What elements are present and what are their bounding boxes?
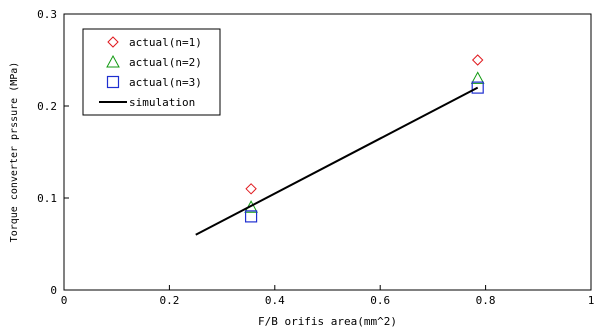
series-3 — [244, 81, 484, 223]
legend-item: actual(n=2) — [106, 54, 202, 69]
legend-label: simulation — [129, 96, 195, 109]
y-tick-label: 0.3 — [37, 8, 57, 21]
data-point-triangle — [470, 71, 485, 84]
data-point-diamond — [245, 183, 257, 195]
y-tick-label: 0.2 — [37, 100, 57, 113]
x-tick-label: 0.4 — [265, 294, 285, 307]
legend-marker-triangle — [106, 54, 120, 68]
plot-border — [63, 13, 592, 291]
x-axis-label: F/B orifis area(mm^2) — [258, 315, 397, 328]
legend-marker-square — [106, 75, 120, 89]
legend-box — [82, 28, 221, 116]
data-point-square — [471, 81, 484, 94]
x-tick-label: 0.2 — [159, 294, 179, 307]
y-tick-label: 0 — [50, 284, 57, 297]
legend-marker-diamond — [107, 36, 119, 48]
y-axis-label: Torque converter prssure (MPa) — [9, 62, 20, 243]
series-4 — [195, 86, 479, 236]
series-1 — [245, 54, 484, 195]
legend-label: actual(n=1) — [129, 36, 202, 49]
data-point-diamond — [471, 54, 484, 66]
data-marks — [195, 54, 485, 236]
legend-label: actual(n=2) — [129, 56, 202, 69]
x-tick-label: 1 — [588, 294, 594, 307]
legend: actual(n=1) actual(n=2) actual(n=3) simulat… — [82, 28, 221, 116]
data-point-square — [244, 210, 258, 223]
legend-item: actual(n=3) — [106, 75, 202, 89]
legend-item: actual(n=1) — [107, 36, 202, 49]
plot-area — [63, 13, 592, 291]
x-tick-label: 0.6 — [370, 294, 390, 307]
axis-ticks: 0 0.2 0.4 0.6 0.8 1 0 0.1 0.2 0.3 — [37, 8, 594, 307]
x-tick-label: 0 — [61, 294, 68, 307]
y-tick-label: 0.1 — [37, 192, 57, 205]
legend-label: actual(n=3) — [129, 76, 202, 89]
simulation-line — [195, 86, 479, 236]
legend-item: simulation — [99, 96, 195, 109]
x-tick-label: 0.8 — [476, 294, 496, 307]
